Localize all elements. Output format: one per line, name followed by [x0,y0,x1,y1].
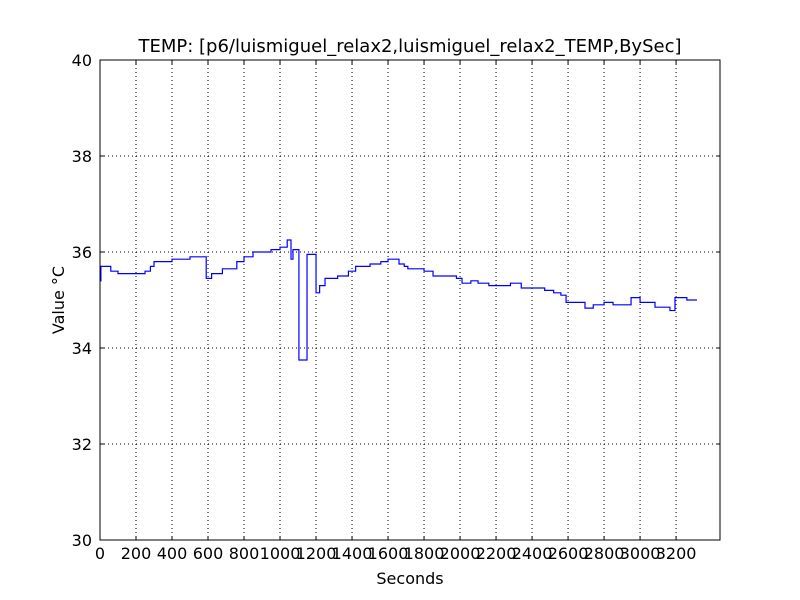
x-tick-label: 400 [157,544,188,563]
x-tick-label: 600 [193,544,224,563]
x-tick-label: 200 [121,544,152,563]
x-tick-label: 0 [95,544,105,563]
x-axis-label: Seconds [376,569,443,588]
y-tick-label: 32 [72,435,92,454]
x-tick-label: 1000 [260,544,301,563]
x-tick-label: 1600 [368,544,409,563]
y-tick-label: 30 [72,531,92,550]
x-tick-label: 2200 [476,544,517,563]
y-tick-label: 40 [72,51,92,70]
x-tick-label: 1400 [332,544,373,563]
y-tick-label: 38 [72,147,92,166]
x-tick-label: 2400 [512,544,553,563]
y-axis-label: Value °C [49,266,68,334]
y-tick-label: 34 [72,339,92,358]
x-tick-label: 2000 [440,544,481,563]
data-line [100,239,697,361]
x-tick-label: 1200 [296,544,337,563]
plot-frame [99,59,721,541]
x-tick-label: 800 [229,544,260,563]
x-tick-label: 2800 [584,544,625,563]
x-tick-label: 2600 [548,544,589,563]
x-tick-label: 3000 [620,544,661,563]
chart-title: TEMP: [p6/luismiguel_relax2,luismiguel_r… [137,36,681,57]
x-tick-label: 3200 [656,544,697,563]
y-tick-label: 36 [72,243,92,262]
x-tick-label: 1800 [404,544,445,563]
